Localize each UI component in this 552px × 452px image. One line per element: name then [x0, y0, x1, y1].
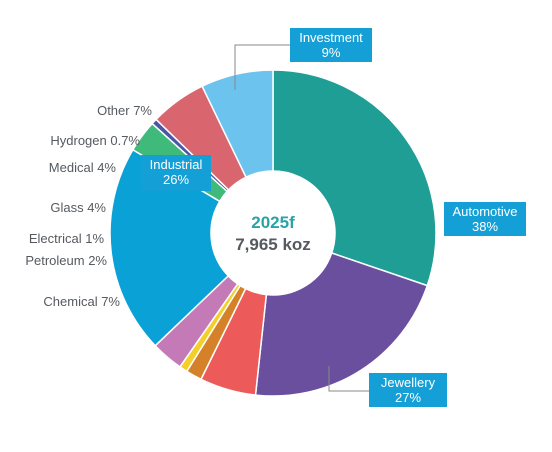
label-box-automotive	[444, 202, 526, 236]
label-name-jewellery: Jewellery	[381, 375, 436, 390]
label-box-investment	[290, 28, 372, 62]
slice-automotive	[272, 69, 437, 287]
label-other: Other 7%	[97, 103, 152, 118]
slice-industrial	[109, 148, 230, 347]
label-name-investment: Investment	[299, 30, 363, 45]
label-value-investment: 9%	[322, 45, 341, 60]
label-value-industrial: 26%	[163, 172, 189, 187]
leader-line-jewellery	[328, 366, 369, 392]
label-box-industrial	[141, 155, 211, 191]
label-value-jewellery: 27%	[395, 390, 421, 405]
label-value-automotive: 38%	[472, 219, 498, 234]
slice-investment	[201, 69, 274, 179]
label-name-industrial: Industrial	[150, 157, 203, 172]
label-glass: Glass 4%	[50, 200, 106, 215]
label-chemical: Chemical 7%	[43, 294, 120, 309]
slices-group	[109, 69, 437, 397]
leader-line-investment	[234, 44, 290, 90]
label-electrical: Electrical 1%	[29, 231, 105, 246]
label-petroleum: Petroleum 2%	[25, 253, 107, 268]
label-medical: Medical 4%	[49, 160, 117, 175]
leader-lines-group	[234, 44, 369, 392]
slice-jewellery	[254, 252, 429, 397]
center-year-label: 2025f	[251, 213, 295, 232]
label-hydrogen: Hydrogen 0.7%	[50, 133, 140, 148]
label-box-jewellery	[369, 373, 447, 407]
center-total-label: 7,965 koz	[235, 235, 311, 254]
label-name-automotive: Automotive	[452, 204, 517, 219]
